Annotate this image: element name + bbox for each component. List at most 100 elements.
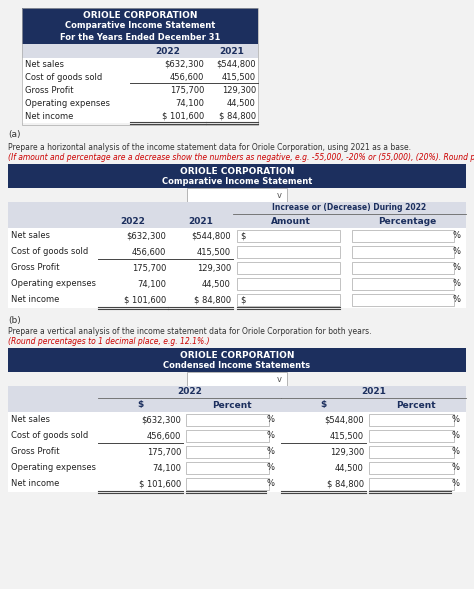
Text: %: % xyxy=(453,280,461,289)
Text: $632,300: $632,300 xyxy=(126,231,166,240)
Text: Condensed Income Statements: Condensed Income Statements xyxy=(164,362,310,370)
Text: $ 84,800: $ 84,800 xyxy=(219,112,256,121)
Bar xyxy=(237,246,340,258)
Text: $: $ xyxy=(137,401,144,409)
Text: (Round percentages to 1 decimal place, e.g. 12.1%.): (Round percentages to 1 decimal place, e… xyxy=(8,336,210,346)
Text: (a): (a) xyxy=(8,131,20,140)
Text: Net income: Net income xyxy=(11,296,59,305)
Text: (b): (b) xyxy=(8,316,21,325)
Text: Net income: Net income xyxy=(11,479,59,488)
Bar xyxy=(22,58,258,71)
Bar xyxy=(8,244,466,260)
Text: 74,100: 74,100 xyxy=(152,464,181,472)
Text: 175,700: 175,700 xyxy=(132,263,166,273)
Text: Prepare a vertical analysis of the income statement data for Oriole Corporation : Prepare a vertical analysis of the incom… xyxy=(8,327,372,336)
Bar xyxy=(22,84,258,97)
Text: Net income: Net income xyxy=(25,112,73,121)
Bar xyxy=(186,462,269,474)
Text: 129,300: 129,300 xyxy=(222,86,256,95)
Text: v: v xyxy=(276,375,282,383)
Text: $: $ xyxy=(240,231,246,240)
Text: $632,300: $632,300 xyxy=(141,415,181,425)
Text: 2022: 2022 xyxy=(120,217,146,226)
Bar xyxy=(8,412,466,428)
Bar xyxy=(8,228,466,244)
Bar xyxy=(369,414,454,426)
Text: %: % xyxy=(267,448,275,456)
Text: Cost of goods sold: Cost of goods sold xyxy=(25,73,102,82)
Text: Net sales: Net sales xyxy=(25,60,64,69)
Text: ORIOLE CORPORATION: ORIOLE CORPORATION xyxy=(180,352,294,360)
Bar xyxy=(352,294,454,306)
Text: $ 84,800: $ 84,800 xyxy=(327,479,364,488)
Text: 2022: 2022 xyxy=(155,47,181,55)
Bar xyxy=(8,460,466,476)
Text: Comparative Income Statement: Comparative Income Statement xyxy=(162,177,312,187)
Text: Percent: Percent xyxy=(396,401,436,409)
Text: 415,500: 415,500 xyxy=(197,247,231,256)
Text: %: % xyxy=(452,464,460,472)
Text: 129,300: 129,300 xyxy=(330,448,364,456)
Text: ORIOLE CORPORATION: ORIOLE CORPORATION xyxy=(180,167,294,177)
Bar xyxy=(8,398,466,412)
Text: $: $ xyxy=(240,296,246,305)
Bar xyxy=(8,292,466,308)
Text: 44,500: 44,500 xyxy=(227,99,256,108)
Bar xyxy=(369,430,454,442)
Text: Cost of goods sold: Cost of goods sold xyxy=(11,247,88,256)
Bar xyxy=(186,478,269,490)
Bar xyxy=(369,446,454,458)
Text: ORIOLE CORPORATION: ORIOLE CORPORATION xyxy=(83,11,197,19)
Text: 456,600: 456,600 xyxy=(146,432,181,441)
Text: Gross Profit: Gross Profit xyxy=(11,448,60,456)
Bar xyxy=(22,8,258,44)
Bar xyxy=(352,262,454,274)
Text: Operating expenses: Operating expenses xyxy=(11,464,96,472)
Text: %: % xyxy=(452,448,460,456)
Text: 415,500: 415,500 xyxy=(222,73,256,82)
Bar xyxy=(8,202,466,214)
Bar xyxy=(8,260,466,276)
Text: For the Years Ended December 31: For the Years Ended December 31 xyxy=(60,32,220,41)
Text: $ 84,800: $ 84,800 xyxy=(194,296,231,305)
Text: 456,600: 456,600 xyxy=(132,247,166,256)
Bar xyxy=(22,71,258,84)
Text: %: % xyxy=(453,296,461,305)
Text: Gross Profit: Gross Profit xyxy=(25,86,73,95)
Text: 2021: 2021 xyxy=(361,388,386,396)
Text: %: % xyxy=(453,231,461,240)
Bar xyxy=(8,476,466,492)
Text: 74,100: 74,100 xyxy=(175,99,204,108)
Bar xyxy=(352,230,454,242)
Text: Gross Profit: Gross Profit xyxy=(11,263,60,273)
Bar xyxy=(187,188,287,202)
Bar xyxy=(237,278,340,290)
Bar xyxy=(8,214,466,228)
Text: 2021: 2021 xyxy=(188,217,213,226)
Text: %: % xyxy=(453,263,461,273)
Bar xyxy=(237,230,340,242)
Text: 44,500: 44,500 xyxy=(335,464,364,472)
Bar xyxy=(8,348,466,372)
Text: 415,500: 415,500 xyxy=(330,432,364,441)
Text: 175,700: 175,700 xyxy=(170,86,204,95)
Text: 175,700: 175,700 xyxy=(146,448,181,456)
Text: Net sales: Net sales xyxy=(11,231,50,240)
Bar xyxy=(369,478,454,490)
Text: %: % xyxy=(452,415,460,425)
Text: 129,300: 129,300 xyxy=(197,263,231,273)
Text: $544,800: $544,800 xyxy=(191,231,231,240)
Text: %: % xyxy=(267,432,275,441)
Bar xyxy=(8,276,466,292)
Text: $ 101,600: $ 101,600 xyxy=(139,479,181,488)
Text: $: $ xyxy=(320,401,327,409)
Text: Cost of goods sold: Cost of goods sold xyxy=(11,432,88,441)
Text: %: % xyxy=(453,247,461,256)
Bar xyxy=(352,278,454,290)
Text: Operating expenses: Operating expenses xyxy=(11,280,96,289)
Bar xyxy=(8,386,466,398)
Bar xyxy=(22,97,258,110)
Text: Amount: Amount xyxy=(271,217,310,226)
Text: $632,300: $632,300 xyxy=(164,60,204,69)
Bar xyxy=(22,44,258,58)
